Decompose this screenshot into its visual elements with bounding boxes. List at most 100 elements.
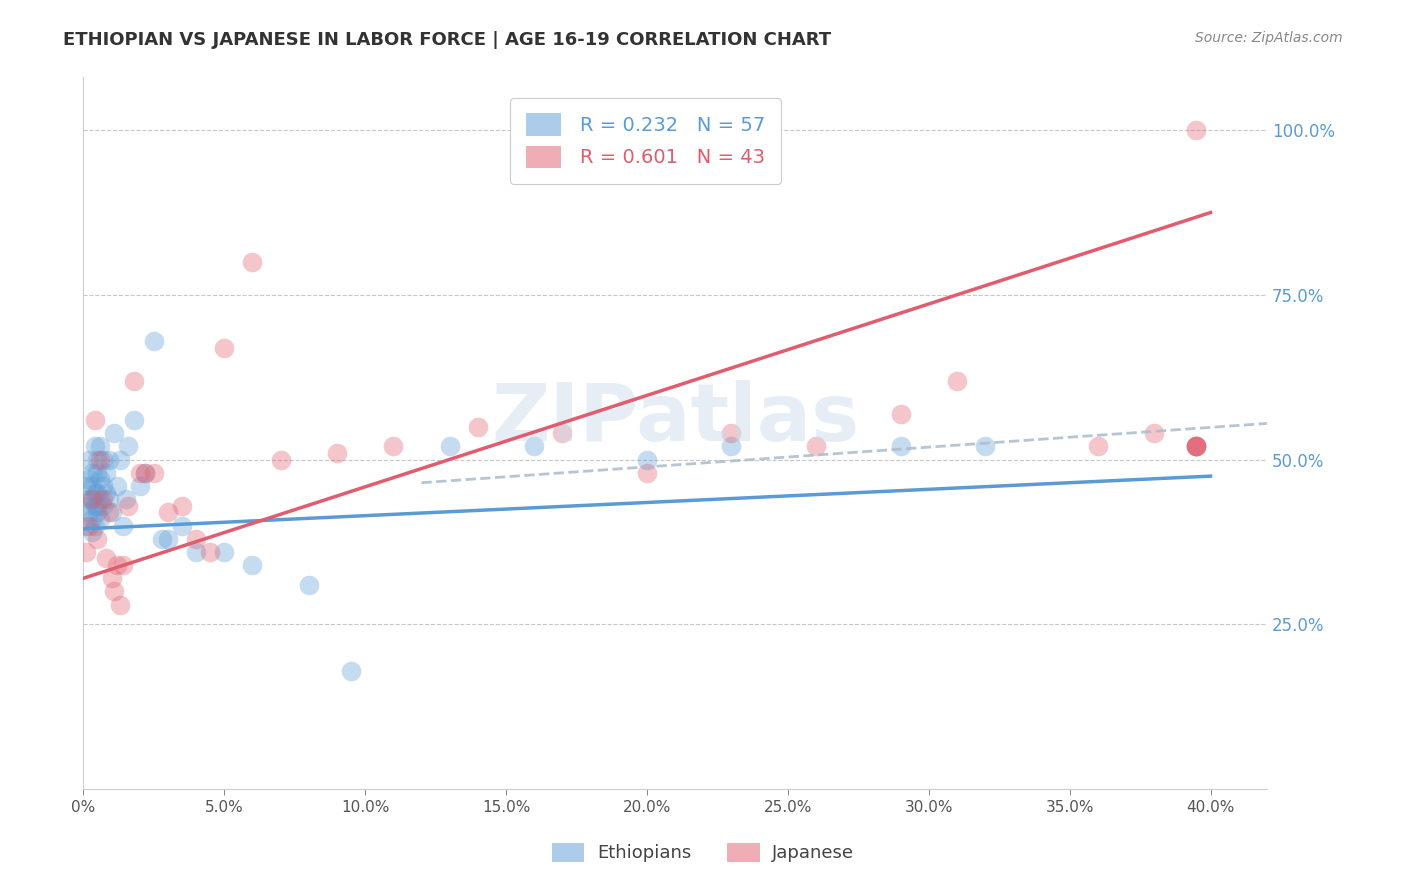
Point xyxy=(111,558,134,573)
Point xyxy=(1185,440,1208,454)
Point xyxy=(122,374,145,388)
Point xyxy=(117,440,139,454)
Point xyxy=(89,472,111,486)
Point xyxy=(184,532,207,546)
Point xyxy=(636,452,658,467)
Point xyxy=(636,466,658,480)
Point xyxy=(77,492,100,507)
Point xyxy=(83,440,105,454)
Point xyxy=(94,551,117,566)
Point xyxy=(1185,440,1208,454)
Text: ETHIOPIAN VS JAPANESE IN LABOR FORCE | AGE 16-19 CORRELATION CHART: ETHIOPIAN VS JAPANESE IN LABOR FORCE | A… xyxy=(63,31,831,49)
Point xyxy=(100,505,122,519)
Point xyxy=(720,440,742,454)
Point xyxy=(551,426,574,441)
Point xyxy=(97,452,120,467)
Point xyxy=(1185,123,1208,137)
Point xyxy=(270,452,292,467)
Point xyxy=(91,452,114,467)
Point xyxy=(242,558,264,573)
Y-axis label: In Labor Force | Age 16-19: In Labor Force | Age 16-19 xyxy=(0,324,8,543)
Point xyxy=(1087,440,1109,454)
Point xyxy=(890,440,912,454)
Point xyxy=(80,492,103,507)
Point xyxy=(340,664,363,678)
Point xyxy=(1185,440,1208,454)
Point xyxy=(80,479,103,493)
Point xyxy=(128,479,150,493)
Point xyxy=(1185,440,1208,454)
Point xyxy=(80,512,103,526)
Point xyxy=(108,452,131,467)
Point xyxy=(100,571,122,585)
Point xyxy=(974,440,997,454)
Point xyxy=(111,518,134,533)
Point xyxy=(80,466,103,480)
Point xyxy=(86,532,108,546)
Point xyxy=(114,492,136,507)
Point xyxy=(83,485,105,500)
Point xyxy=(1143,426,1166,441)
Point xyxy=(150,532,173,546)
Point xyxy=(91,492,114,507)
Point xyxy=(77,505,100,519)
Point xyxy=(86,466,108,480)
Point xyxy=(382,440,405,454)
Point xyxy=(122,413,145,427)
Point xyxy=(75,499,97,513)
Point xyxy=(77,518,100,533)
Point xyxy=(108,598,131,612)
Point xyxy=(83,499,105,513)
Point xyxy=(134,466,156,480)
Point xyxy=(83,518,105,533)
Point xyxy=(103,426,125,441)
Point xyxy=(523,440,546,454)
Point xyxy=(75,479,97,493)
Point xyxy=(214,545,236,559)
Point xyxy=(298,578,321,592)
Point xyxy=(128,466,150,480)
Point xyxy=(1185,440,1208,454)
Text: Source: ZipAtlas.com: Source: ZipAtlas.com xyxy=(1195,31,1343,45)
Point xyxy=(156,505,179,519)
Point xyxy=(170,499,193,513)
Point xyxy=(103,584,125,599)
Point xyxy=(117,499,139,513)
Point xyxy=(75,518,97,533)
Point xyxy=(89,440,111,454)
Point xyxy=(91,499,114,513)
Point xyxy=(890,407,912,421)
Point xyxy=(86,485,108,500)
Point xyxy=(89,452,111,467)
Point xyxy=(142,334,165,348)
Point xyxy=(804,440,827,454)
Point xyxy=(198,545,221,559)
Point xyxy=(142,466,165,480)
Point xyxy=(184,545,207,559)
Point xyxy=(75,545,97,559)
Point xyxy=(439,440,461,454)
Point xyxy=(134,466,156,480)
Point xyxy=(467,419,489,434)
Point xyxy=(86,499,108,513)
Point xyxy=(326,446,349,460)
Point xyxy=(86,452,108,467)
Point xyxy=(89,512,111,526)
Point xyxy=(91,479,114,493)
Point xyxy=(105,558,128,573)
Point xyxy=(720,426,742,441)
Point xyxy=(214,341,236,355)
Point xyxy=(77,472,100,486)
Point xyxy=(242,255,264,269)
Point xyxy=(83,413,105,427)
Point xyxy=(94,466,117,480)
Point xyxy=(97,505,120,519)
Legend: R = 0.232   N = 57, R = 0.601   N = 43: R = 0.232 N = 57, R = 0.601 N = 43 xyxy=(510,98,780,184)
Point xyxy=(86,505,108,519)
Point xyxy=(80,525,103,540)
Point xyxy=(170,518,193,533)
Point xyxy=(105,479,128,493)
Text: ZIPatlas: ZIPatlas xyxy=(491,380,859,458)
Point xyxy=(89,492,111,507)
Point xyxy=(77,452,100,467)
